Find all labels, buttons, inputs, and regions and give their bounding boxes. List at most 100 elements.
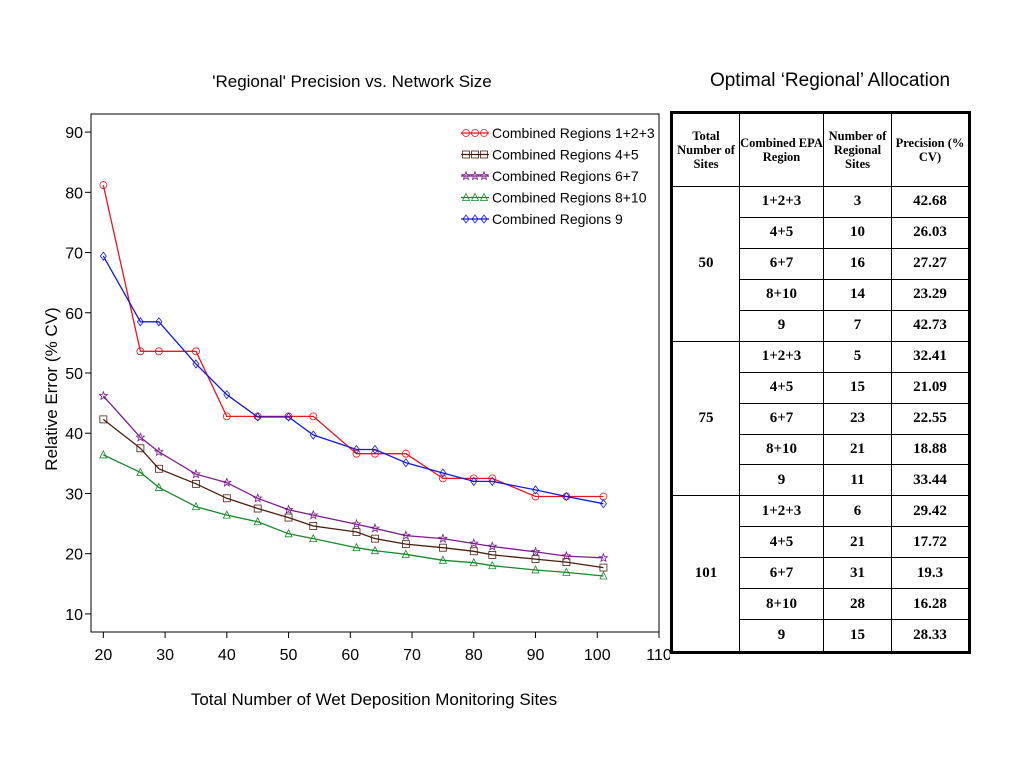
- data-point: [190, 468, 202, 479]
- data-point: [469, 557, 478, 567]
- y-tick-label: 10: [65, 607, 83, 624]
- series-2: [99, 415, 608, 572]
- data-point: [468, 538, 479, 548]
- data-point: [223, 390, 231, 400]
- y-tick-label: 40: [65, 426, 83, 443]
- region-cell: 8+10: [739, 588, 824, 621]
- region-cell: 6+7: [739, 557, 824, 590]
- legend-item: Combined Regions 8+10: [461, 190, 647, 206]
- legend-marker: [462, 214, 470, 224]
- region-cell: 9: [739, 309, 824, 342]
- data-point: [222, 510, 231, 519]
- table-row: 101 1+2+3 6 29.42: [671, 495, 970, 653]
- precision-cell: 27.27: [891, 247, 970, 280]
- data-point: [308, 509, 319, 520]
- x-tick-label: 100: [584, 647, 611, 664]
- data-point: [437, 533, 448, 543]
- data-point: [351, 518, 362, 529]
- table-row: 6+7 31 19.3: [672, 557, 970, 590]
- data-point: [309, 430, 317, 440]
- region-cell: 4+5: [739, 216, 824, 249]
- data-point: [469, 547, 478, 556]
- table-row: 4+5 15 21.09: [672, 371, 970, 404]
- data-point: [253, 516, 262, 526]
- regional-sites-cell: 11: [823, 464, 892, 497]
- series-line: [102, 255, 604, 505]
- region-cell: 1+2+3: [739, 340, 824, 373]
- legend-marker: [471, 150, 479, 159]
- legend-marker: [462, 129, 470, 137]
- data-point: [192, 359, 200, 369]
- legend-item: Combined Regions 6+7: [460, 168, 639, 184]
- legend-label: Combined Regions 6+7: [492, 168, 639, 184]
- regional-sites-cell: 21: [823, 526, 892, 559]
- table-row: 9 11 33.44: [672, 464, 970, 497]
- data-point: [192, 347, 200, 356]
- precision-cell: 33.44: [891, 464, 970, 497]
- data-point: [135, 432, 146, 442]
- data-point: [401, 449, 410, 458]
- precision-cell: 19.3: [891, 557, 970, 590]
- data-point: [99, 450, 108, 459]
- data-point: [400, 530, 411, 540]
- region-cell: 8+10: [739, 433, 824, 466]
- data-point: [99, 415, 108, 424]
- table-row: 6+7 16 27.27: [672, 247, 970, 280]
- table-header-row: Total Number of Sites Combined EPA Regio…: [671, 112, 970, 187]
- y-tick-label: 80: [65, 185, 83, 202]
- series-line: [102, 418, 604, 569]
- legend-marker: [480, 129, 488, 137]
- legend-marker: [460, 170, 472, 181]
- table-row: 6+7 23 22.55: [672, 402, 970, 435]
- table-row: 4+5 21 17.72: [672, 526, 970, 559]
- data-point: [487, 541, 498, 551]
- table-title: Optimal ‘Regional’ Allocation: [709, 70, 951, 91]
- allocation-table: Total Number of Sites Combined EPA Regio…: [670, 111, 971, 654]
- data-point: [599, 563, 608, 572]
- series-5: [99, 251, 607, 509]
- regional-sites-cell: 16: [823, 247, 892, 280]
- x-tick-label: 60: [341, 647, 359, 664]
- data-point: [598, 552, 609, 563]
- y-tick-label: 50: [65, 366, 83, 383]
- data-point: [562, 567, 571, 576]
- data-point: [370, 545, 380, 555]
- legend: Combined Regions 1+2+3 Combined Regions 4…: [460, 125, 655, 227]
- regional-sites-cell: 5: [823, 340, 892, 373]
- data-point: [284, 513, 293, 522]
- x-tick-label: 70: [403, 647, 421, 664]
- regional-sites-cell: 7: [823, 309, 892, 342]
- data-point: [309, 522, 318, 530]
- table-row: 75 1+2+3 5 32.41: [671, 340, 970, 497]
- table-row: 8+10 14 23.29: [672, 278, 970, 311]
- data-point: [99, 181, 108, 189]
- data-point: [532, 485, 540, 495]
- precision-cell: 17.72: [891, 526, 970, 559]
- region-cell: 8+10: [739, 278, 824, 311]
- data-point: [136, 347, 145, 356]
- table-row: 8+10 21 18.88: [672, 433, 970, 466]
- precision-cell: 28.33: [891, 619, 970, 653]
- y-tick-label: 20: [65, 547, 83, 564]
- legend-marker: [471, 214, 479, 224]
- region-cell: 6+7: [739, 402, 824, 435]
- precision-cell: 18.88: [891, 433, 970, 466]
- y-tick-label: 30: [65, 486, 83, 503]
- data-point: [254, 412, 262, 422]
- data-point: [222, 412, 231, 421]
- data-point: [283, 504, 294, 515]
- data-point: [252, 492, 263, 503]
- precision-cell: 22.55: [891, 402, 970, 435]
- data-point: [488, 560, 497, 570]
- data-point: [309, 412, 318, 421]
- legend-marker: [469, 170, 481, 181]
- data-point: [561, 550, 572, 561]
- data-point: [599, 571, 608, 580]
- data-point: [155, 464, 163, 473]
- regional-sites-cell: 28: [823, 588, 892, 621]
- precision-cell: 29.42: [891, 495, 970, 528]
- line-chart: 'Regional' Precision vs. Network Size To…: [42, 72, 670, 709]
- legend-marker: [479, 192, 489, 201]
- data-point: [352, 444, 360, 455]
- table-row: 50 1+2+3 3 42.68: [671, 186, 970, 342]
